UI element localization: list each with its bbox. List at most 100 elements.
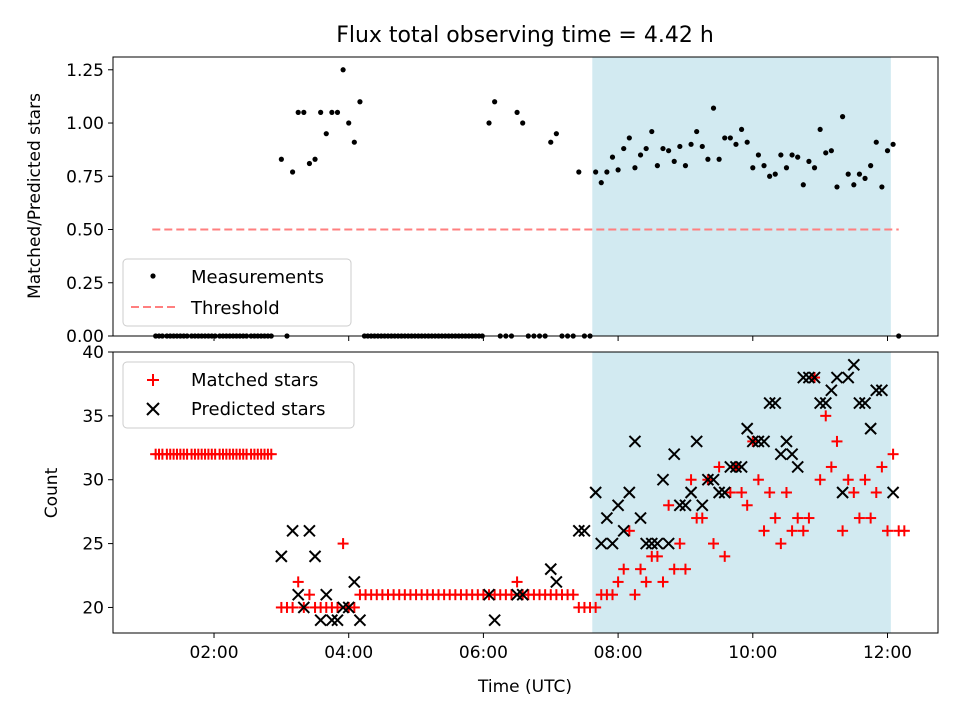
matched-star-point — [505, 589, 517, 601]
measurement-point — [722, 135, 728, 141]
measurement-point — [851, 182, 857, 188]
legend-measurements-marker — [150, 273, 156, 279]
matched-star-point — [870, 487, 882, 498]
predicted-star-point — [308, 550, 322, 563]
predicted-star-point — [684, 486, 698, 499]
predicted-star-point — [342, 601, 355, 614]
matched-star-point — [590, 601, 602, 613]
measurement-point — [682, 163, 689, 169]
matched-star-point — [713, 461, 725, 473]
measurement-point — [609, 154, 616, 160]
legend-threshold-label: Threshold — [190, 298, 280, 319]
measurement-point — [789, 152, 795, 158]
measurement-point — [879, 184, 885, 190]
legend-measurements-label: Measurements — [191, 267, 324, 288]
measurement-point — [278, 156, 284, 162]
measurement-point — [767, 173, 773, 179]
matched-star-point — [831, 435, 843, 447]
measurement-point — [671, 158, 677, 164]
predicted-star-point — [662, 537, 675, 550]
measurement-point — [632, 165, 638, 171]
top-x-ticks — [213, 336, 888, 341]
predicted-star-point — [707, 473, 720, 486]
predicted-star-point — [488, 614, 501, 627]
predicted-star-point — [746, 435, 760, 448]
x-tick-label: 04:00 — [324, 643, 373, 663]
measurement-point — [548, 139, 554, 145]
predicted-star-point — [639, 537, 653, 550]
matched-star-point — [663, 499, 675, 511]
matched-star-point — [511, 576, 523, 588]
matched-star-point — [842, 474, 854, 486]
predicted-star-point — [769, 396, 782, 410]
measurement-point — [312, 156, 318, 162]
matched-star-point — [696, 512, 708, 524]
matched-star-point — [640, 576, 652, 588]
measurement-point — [890, 141, 896, 147]
predicted-star-point — [353, 614, 367, 627]
matched-star-point — [623, 525, 635, 537]
predicted-star-point — [303, 524, 316, 538]
x-axis-label: Time (UTC) — [477, 677, 572, 697]
measurement-point — [705, 156, 711, 162]
predicted-star-point — [482, 588, 496, 601]
predicted-star-point — [763, 396, 776, 410]
matched-star-point — [825, 461, 837, 473]
measurement-point — [492, 99, 498, 105]
bottom-y-ticks: 20 25 30 35 40 — [82, 343, 113, 618]
y-tick-label: 0.75 — [66, 167, 104, 187]
y-tick-label: 20 — [82, 598, 104, 618]
measurement-point — [839, 114, 846, 120]
matched-star-point — [736, 487, 748, 498]
predicted-star-point — [847, 358, 861, 371]
predicted-star-point — [802, 371, 816, 384]
matched-star-point — [752, 474, 764, 486]
matched-star-point — [775, 538, 787, 550]
predicted-star-point — [673, 499, 687, 512]
measurement-point — [514, 109, 520, 115]
legend-matched-label: Matched stars — [191, 370, 318, 391]
predicted-star-point — [797, 371, 810, 384]
predicted-star-point — [634, 511, 647, 525]
top-shaded-span — [592, 57, 891, 336]
measurement-point — [289, 169, 296, 175]
predicted-star-point — [516, 588, 529, 601]
measurement-point — [357, 99, 363, 105]
count-points-layer — [150, 358, 910, 627]
matched-star-point — [331, 601, 343, 613]
measurement-point — [329, 109, 335, 115]
predicted-star-point — [724, 460, 737, 474]
top-legend-box — [122, 258, 352, 327]
predicted-star-point — [578, 524, 591, 538]
matched-star-point — [797, 525, 809, 537]
matched-star-point — [337, 538, 349, 550]
matched-star-point — [786, 525, 798, 537]
matched-star-point — [657, 576, 669, 588]
measurement-point — [733, 141, 739, 147]
measurement-point — [576, 169, 582, 175]
x-tick-label: 12:00 — [863, 643, 912, 663]
predicted-star-point — [348, 575, 361, 589]
legend-predicted-label: Predicted stars — [191, 399, 325, 420]
measurement-point — [306, 160, 313, 167]
matched-star-point — [724, 487, 736, 498]
predicted-star-point — [595, 537, 608, 550]
predicted-star-point — [853, 396, 866, 410]
predicted-star-point — [623, 486, 636, 499]
bottom-x-ticks: 02:00 04:00 06:00 08:00 10:00 12:00 — [190, 633, 912, 663]
matched-star-point — [679, 563, 691, 575]
matched-star-point — [287, 601, 299, 613]
predicted-star-point — [320, 588, 333, 601]
matched-star-point — [853, 512, 865, 524]
bottom-legend-box — [122, 361, 355, 429]
measurement-point — [318, 109, 324, 115]
matched-star-point — [820, 410, 832, 422]
x-tick-label: 10:00 — [728, 643, 777, 663]
y-tick-label: 35 — [82, 407, 104, 427]
x-tick-label: 08:00 — [594, 643, 643, 663]
measurement-point — [301, 109, 307, 115]
predicted-star-point — [864, 422, 877, 435]
measurement-point — [604, 169, 610, 175]
legend-predicted-marker — [146, 402, 160, 416]
predicted-star-point — [841, 371, 855, 384]
